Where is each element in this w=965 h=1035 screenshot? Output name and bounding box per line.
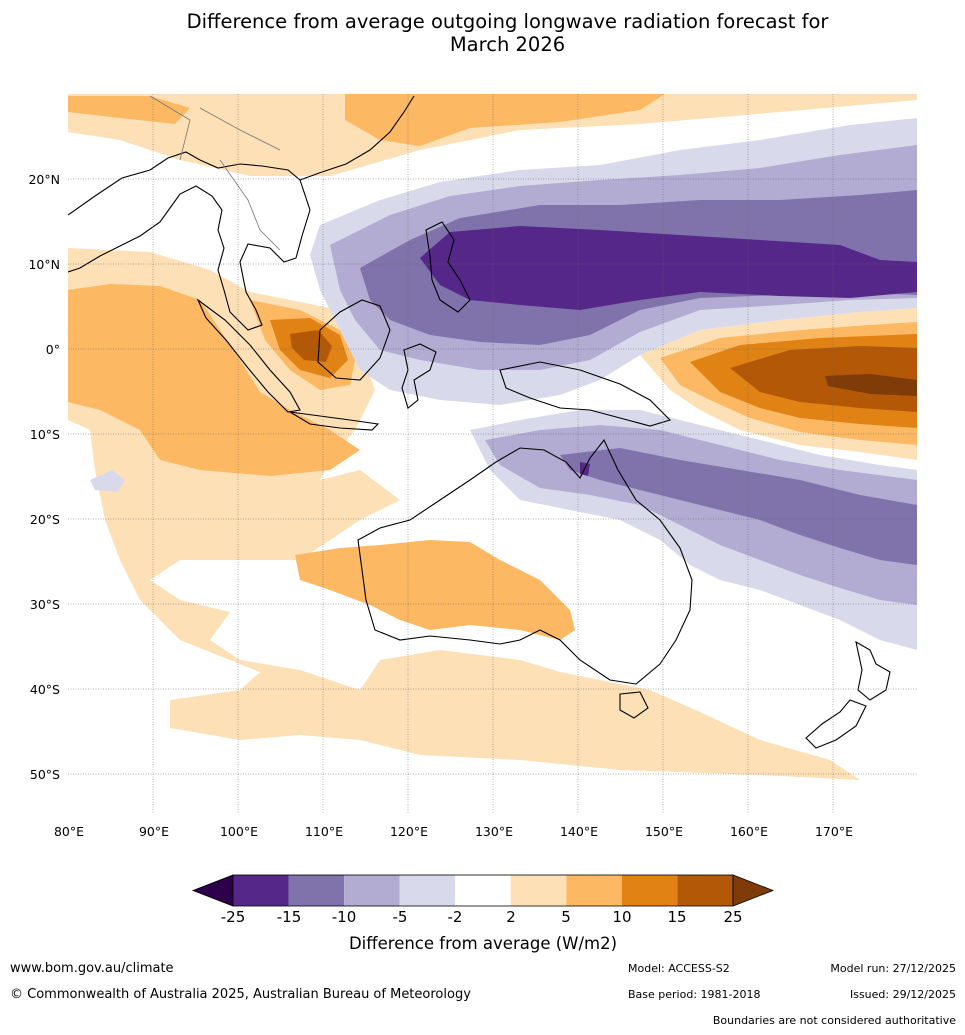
colorbar-cell	[233, 875, 289, 906]
coast-nz-north	[855, 640, 891, 701]
colorbar-cells	[191, 874, 775, 907]
colorbar-cell	[455, 875, 511, 906]
lon-label: 140°E	[560, 824, 598, 839]
lon-label: 110°E	[305, 824, 343, 839]
colorbar-tick: -25	[221, 908, 246, 926]
lon-label: 170°E	[815, 824, 853, 839]
colorbar-tick: 10	[612, 908, 631, 926]
coast-borneo	[317, 299, 391, 381]
lon-label: 100°E	[220, 824, 258, 839]
coast-mainland-asia	[68, 151, 311, 331]
colorbar-tick: -10	[332, 908, 357, 926]
map-figure: 20°N 10°N 0° 10°S 20°S 30°S 40°S 50°S 80…	[28, 94, 917, 839]
coastlines	[68, 95, 891, 749]
coast-sulawesi	[401, 343, 437, 409]
lat-label: 10°N	[28, 257, 60, 272]
colorbar-cell	[621, 875, 678, 906]
anomaly-region-north-strip-core-west	[68, 96, 190, 124]
colorbar-tick: 5	[561, 908, 571, 926]
lat-label: 30°S	[30, 597, 60, 612]
title-line-1: Difference from average outgoing longwav…	[186, 10, 829, 33]
anomaly-region-pacific-max	[825, 374, 917, 396]
lon-label: 160°E	[730, 824, 768, 839]
anomaly-region-north-strip	[68, 94, 917, 176]
colorbar-tick: -15	[277, 908, 302, 926]
anomaly-region-sumatra-peak	[290, 330, 332, 362]
anomaly-region-west-pacific-core	[420, 226, 917, 310]
colorbar-tick: 15	[667, 908, 686, 926]
colorbar-title: Difference from average (W/m2)	[349, 934, 617, 953]
colorbar-tick: -5	[393, 908, 408, 926]
map-area	[68, 94, 917, 814]
title-line-2: March 2026	[449, 33, 566, 56]
colorbar-extend-low	[191, 874, 234, 907]
lat-label: 20°S	[30, 512, 60, 527]
colorbar-cell	[399, 875, 456, 906]
chart-title: Difference from average outgoing longwav…	[0, 10, 965, 56]
colorbar-tick: -2	[448, 908, 463, 926]
colorbar-cell	[344, 875, 400, 906]
footer-copyright: © Commonwealth of Australia 2025, Austra…	[10, 987, 471, 1002]
lon-label: 90°E	[139, 824, 169, 839]
country-borders	[149, 95, 281, 251]
footer-issued: Issued: 29/12/2025	[849, 988, 956, 1001]
map-gridlines	[68, 94, 917, 814]
footer-base-period: Base period: 1981-2018	[628, 988, 761, 1001]
coast-australia	[357, 438, 693, 685]
footer-website[interactable]: www.bom.gov.au/climate	[10, 961, 174, 976]
coast-china	[299, 95, 415, 181]
anomaly-region-australia-interior	[295, 540, 575, 640]
lat-label: 10°S	[30, 427, 60, 442]
longitude-labels: 80°E 90°E 100°E 110°E 120°E 130°E 140°E …	[54, 824, 853, 839]
lat-label: 40°S	[30, 682, 60, 697]
colorbar: -25 -15 -10 -5 -2 2 5 10 15 25 Differenc…	[191, 874, 775, 953]
latitude-labels: 20°N 10°N 0° 10°S 20°S 30°S 40°S 50°S	[28, 172, 60, 782]
coast-nz-south	[805, 699, 867, 749]
coast-philippines	[425, 221, 471, 313]
lon-label: 150°E	[645, 824, 683, 839]
footer-model-run: Model run: 27/12/2025	[830, 962, 956, 975]
colorbar-cell	[566, 875, 622, 906]
anomaly-region-indian-ocean	[68, 248, 860, 780]
colorbar-tick: 25	[723, 908, 742, 926]
coast-sumatra	[196, 298, 301, 413]
lat-label: 20°N	[28, 172, 60, 187]
coast-tasmania	[619, 691, 649, 719]
anomaly-region-patch-west	[90, 470, 125, 492]
footer-disclaimer: Boundaries are not considered authoritat…	[712, 1014, 956, 1027]
coast-java	[289, 411, 380, 431]
anomaly-region-australia-north-inner	[560, 448, 917, 565]
lat-label: 50°S	[30, 767, 60, 782]
colorbar-cell	[510, 875, 567, 906]
coast-new-guinea	[499, 361, 672, 427]
anomaly-region-north-strip-core	[345, 94, 665, 146]
colorbar-cell	[288, 875, 345, 906]
colorbar-tick-labels: -25 -15 -10 -5 -2 2 5 10 15 25	[221, 908, 743, 926]
colorbar-cell	[677, 875, 733, 906]
lat-label: 0°	[46, 342, 60, 357]
anomaly-region-indian-core	[68, 284, 360, 476]
lon-label: 120°E	[390, 824, 428, 839]
colorbar-extend-high	[732, 874, 775, 907]
footer-model: Model: ACCESS-S2	[628, 962, 730, 975]
lon-label: 80°E	[54, 824, 84, 839]
colorbar-frame	[232, 874, 734, 907]
colorbar-tick: 2	[506, 908, 516, 926]
anomaly-region-pacific-peak	[730, 346, 917, 412]
lon-label: 130°E	[475, 824, 513, 839]
